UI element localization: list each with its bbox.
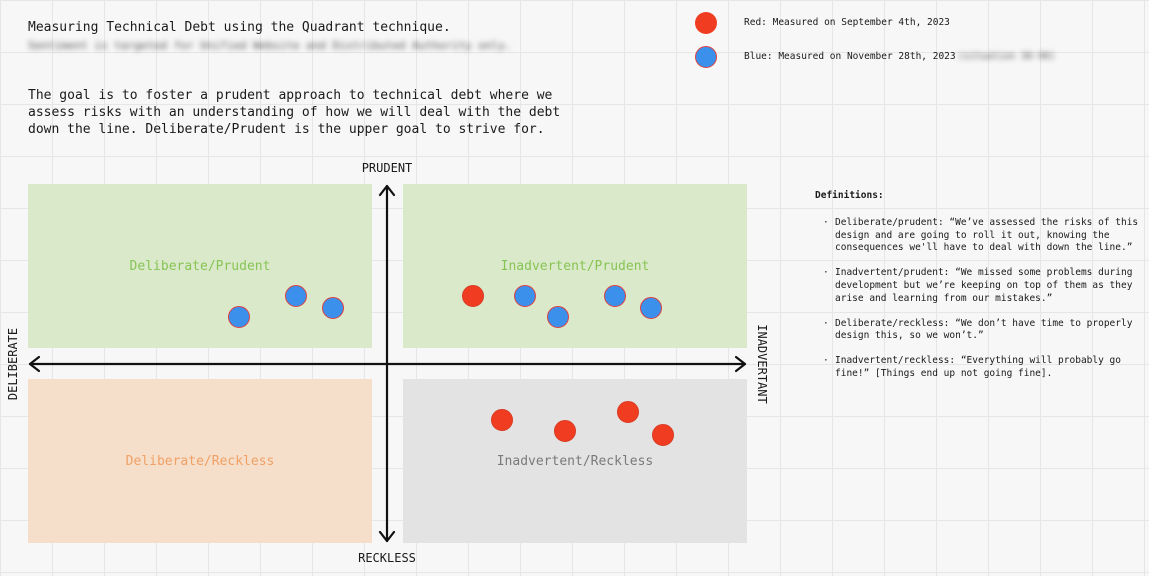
up-arrow-icon	[378, 184, 396, 197]
blue-dot	[285, 285, 307, 307]
red-dot	[554, 420, 576, 442]
definition-item: · Deliberate/reckless: “We don’t have tim…	[823, 317, 1133, 342]
quadrant-deliberate-reckless	[28, 379, 372, 543]
quadrant-inadvertent-reckless	[403, 379, 747, 543]
legend-blue-dot	[695, 46, 717, 68]
red-dot	[617, 401, 639, 423]
legend-blue-label: Blue: Measured on November 28th, 2023	[744, 51, 956, 62]
blue-dot	[547, 306, 569, 328]
quadrant-deliberate-prudent	[28, 184, 372, 348]
intro-title: Measuring Technical Debt using the Quadr…	[28, 20, 451, 35]
axis-label-reckless: RECKLESS	[358, 551, 416, 565]
quadrant-inadvertent-prudent	[403, 184, 747, 348]
axis-label-inadvertant: INADVERTANT	[755, 324, 769, 404]
axis-label-prudent: PRUDENT	[361, 161, 413, 175]
axis-label-deliberate: DELIBERATE	[6, 327, 20, 401]
right-arrow-icon	[734, 355, 747, 373]
label-inadvertent-reckless: Inadvertent/Reckless	[496, 454, 654, 469]
legend-blue-blurred: (situation 30-90)	[958, 51, 1056, 62]
definition-item: · Deliberate/prudent: “We’ve assessed the…	[823, 216, 1139, 254]
definitions-panel: Definitions: · Deliberate/prudent: “We’ve…	[815, 190, 1140, 393]
blue-dot	[228, 306, 250, 328]
red-dot	[652, 424, 674, 446]
label-deliberate-reckless: Deliberate/Reckless	[125, 454, 275, 469]
blue-dot	[322, 297, 344, 319]
legend-red-label: Red: Measured on September 4th, 2023	[744, 17, 950, 28]
definitions-list: · Deliberate/prudent: “We’ve assessed the…	[815, 217, 1140, 381]
blue-dot	[604, 285, 626, 307]
red-dot	[491, 409, 513, 431]
label-deliberate-prudent: Deliberate/Prudent	[129, 259, 271, 274]
definition-item: · Inadvertent/prudent: “We missed some pr…	[823, 267, 1133, 304]
label-inadvertent-prudent: Inadvertent/Prudent	[500, 259, 650, 274]
legend-red-dot	[695, 12, 717, 34]
definition-item: · Inadvertent/reckless: “Everything will …	[823, 355, 1121, 379]
red-dot	[462, 285, 484, 307]
goal-text: The goal is to foster a prudent approach…	[28, 88, 561, 137]
down-arrow-icon	[378, 530, 396, 543]
blue-dot	[514, 285, 536, 307]
left-arrow-icon	[28, 355, 41, 373]
intro-blurred-text: Sentiment is targeted for Unified Websit…	[28, 39, 512, 52]
blue-dot	[640, 297, 662, 319]
definitions-title: Definitions:	[815, 190, 884, 201]
